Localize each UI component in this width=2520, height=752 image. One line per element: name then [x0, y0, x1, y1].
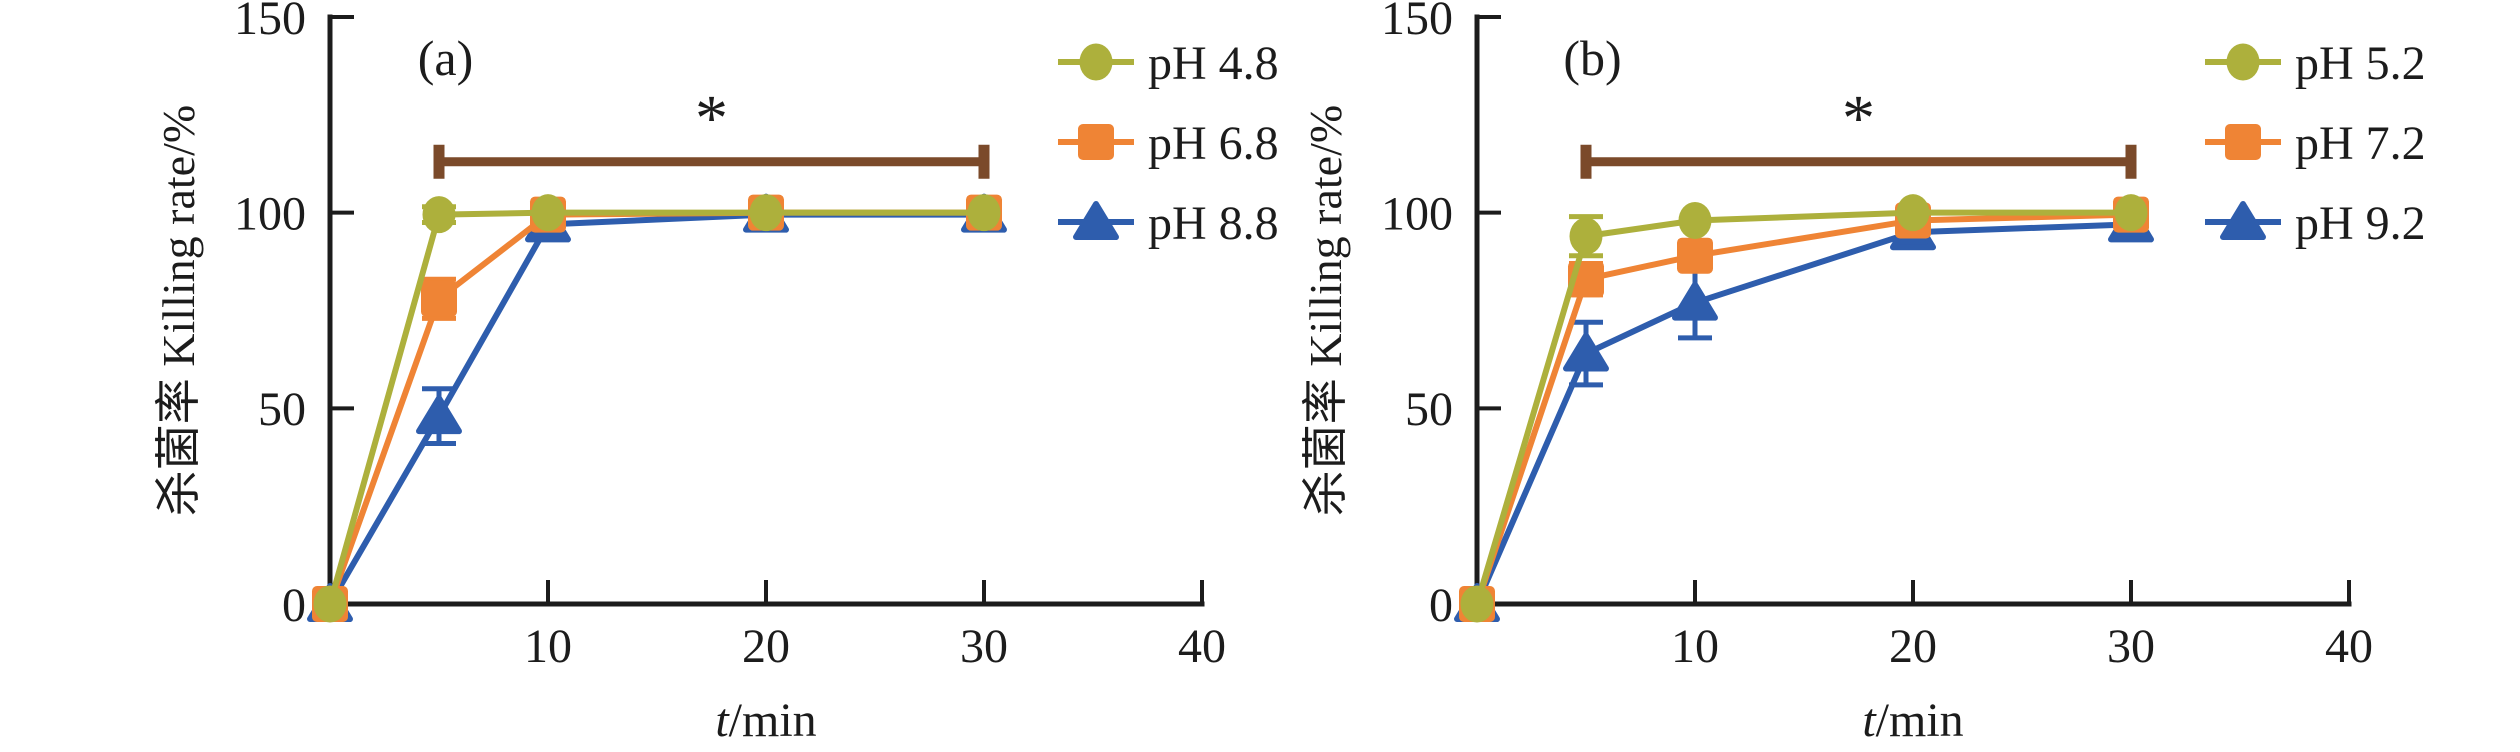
circle-marker [313, 585, 347, 623]
series-line [327, 211, 984, 606]
legend-label: pH 5.2 [2295, 37, 2426, 90]
legend-label: pH 8.8 [1148, 197, 1279, 250]
circle-marker [1569, 217, 1603, 255]
circle-marker [531, 194, 565, 232]
circle-marker [1460, 585, 1494, 623]
series-pH-5-2 [1460, 194, 2148, 623]
significance-asterisk: * [695, 82, 728, 155]
axes [1474, 14, 2352, 607]
significance-bracket: * [433, 82, 990, 179]
x-tick-label: 20 [742, 620, 790, 673]
y-tick-label: 150 [234, 0, 306, 45]
x-tick-label: 40 [1178, 620, 1226, 673]
series-line [327, 209, 984, 605]
circle-marker [2114, 194, 2148, 232]
y-tick-label: 50 [1405, 383, 1453, 436]
square-marker [1677, 237, 1713, 274]
y-axis-label: 杀菌率 Killing rate/% [1300, 105, 1351, 516]
legend-triangle-marker [1073, 201, 1119, 240]
panel-label: (b) [1563, 30, 1621, 86]
triangle-marker [1672, 281, 1718, 321]
significance-asterisk: * [1842, 82, 1875, 155]
y-tick-label: 50 [258, 383, 306, 436]
panel-b: 0 50 100 150 10 20 30 40 t/min 杀菌率 Killing rate/%… [1300, 0, 2426, 747]
legend-label: pH 9.2 [2295, 197, 2426, 250]
panel-a: 0 50 100 150 10 20 30 40 t/min 杀菌率 Killing rate/%… [153, 0, 1279, 747]
legend-entry: pH 8.8 [1058, 197, 1279, 250]
x-tick-label: 20 [1889, 620, 1937, 673]
legend-label: pH 6.8 [1148, 117, 1279, 170]
y-tick-label: 0 [282, 579, 306, 632]
triangle-marker [416, 395, 462, 435]
square-marker [421, 280, 457, 317]
x-tick-label: 10 [1671, 620, 1719, 673]
legend-label: pH 4.8 [1148, 37, 1279, 90]
legend-circle-marker [2226, 43, 2260, 81]
significance-bracket: * [1580, 82, 2137, 179]
legend-circle-marker [1079, 43, 1113, 81]
series-pH-6-8 [312, 194, 1002, 622]
panel-label: (a) [418, 30, 474, 86]
legend-entry: pH 7.2 [2205, 117, 2426, 170]
series-pH-4-8 [313, 194, 1001, 623]
series-line [327, 209, 984, 606]
legend-square-marker [2225, 124, 2261, 160]
legend-triangle-marker [2220, 201, 2266, 240]
x-axis-label: t/min [1862, 694, 1963, 747]
x-axis-label: t/min [715, 694, 816, 747]
circle-marker [422, 196, 456, 234]
legend: pH 4.8 pH 6.8 pH 8.8 [1058, 37, 1279, 250]
x-tick-label: 10 [524, 620, 572, 673]
legend: pH 5.2 pH 7.2 pH 9.2 [2205, 37, 2426, 250]
axes [327, 14, 1205, 607]
series-line [1474, 209, 2131, 605]
legend-entry: pH 5.2 [2205, 37, 2426, 90]
circle-marker [1896, 194, 1930, 232]
x-tick-label: 30 [2107, 620, 2155, 673]
legend-label: pH 7.2 [2295, 117, 2426, 170]
legend-entry: pH 4.8 [1058, 37, 1279, 90]
series-pH-9-2 [1454, 203, 2154, 622]
legend-entry: pH 9.2 [2205, 197, 2426, 250]
circle-marker [967, 194, 1001, 232]
y-tick-label: 100 [1381, 187, 1453, 240]
y-tick-label: 150 [1381, 0, 1453, 45]
triangle-marker [1563, 332, 1609, 372]
circle-marker [749, 194, 783, 232]
legend-entry: pH 6.8 [1058, 117, 1279, 170]
legend-square-marker [1078, 124, 1114, 160]
y-tick-label: 100 [234, 187, 306, 240]
series-pH-8-8 [307, 193, 1007, 622]
circle-marker [1678, 201, 1712, 239]
x-tick-label: 40 [2325, 620, 2373, 673]
y-axis-label: 杀菌率 Killing rate/% [153, 105, 204, 516]
x-tick-label: 30 [960, 620, 1008, 673]
y-tick-label: 0 [1429, 579, 1453, 632]
